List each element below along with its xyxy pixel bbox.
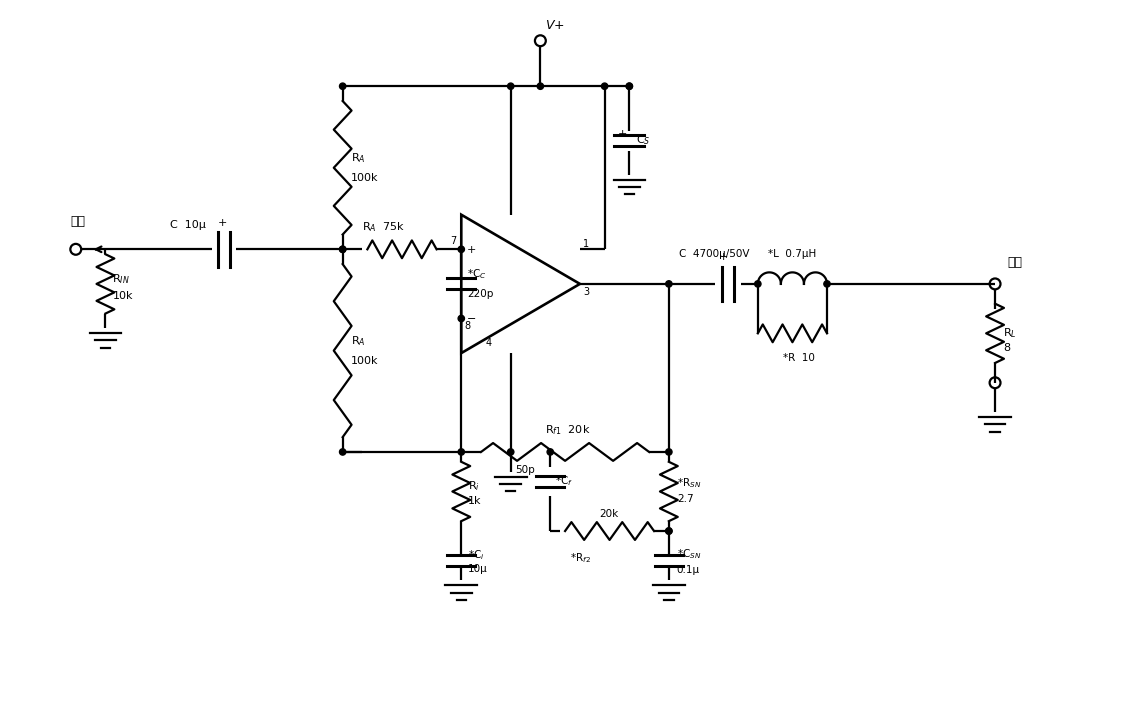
Text: R$_A$  75k: R$_A$ 75k — [362, 221, 406, 234]
Circle shape — [626, 83, 632, 90]
Circle shape — [665, 528, 672, 534]
Circle shape — [824, 281, 830, 287]
Circle shape — [339, 246, 346, 252]
Text: 1k: 1k — [469, 497, 481, 506]
Text: 100k: 100k — [351, 356, 378, 366]
Text: 输出: 输出 — [1007, 256, 1022, 269]
Text: 8: 8 — [1002, 343, 1010, 353]
Circle shape — [665, 528, 672, 534]
Text: 20k: 20k — [600, 509, 618, 519]
Text: +: + — [467, 245, 477, 255]
Text: 10k: 10k — [112, 291, 133, 301]
Text: *R  10: *R 10 — [783, 353, 815, 363]
Text: 100k: 100k — [351, 173, 378, 183]
Text: *L  0.7μH: *L 0.7μH — [768, 249, 816, 259]
Text: R$_{IN}$: R$_{IN}$ — [112, 272, 130, 286]
Circle shape — [537, 83, 544, 90]
Text: 2.7: 2.7 — [677, 495, 694, 505]
Text: 50p: 50p — [515, 465, 535, 475]
Text: C  4700μ/50V: C 4700μ/50V — [679, 249, 750, 259]
Text: $V$+: $V$+ — [545, 19, 565, 32]
Text: +: + — [217, 218, 226, 228]
Circle shape — [754, 281, 761, 287]
Text: 4: 4 — [486, 338, 493, 348]
Circle shape — [665, 449, 672, 455]
Text: +: + — [618, 129, 628, 139]
Circle shape — [507, 449, 514, 455]
Circle shape — [626, 83, 632, 90]
Circle shape — [665, 281, 672, 287]
Circle shape — [458, 449, 464, 455]
Text: *C$_{SN}$: *C$_{SN}$ — [677, 547, 701, 560]
Text: *C$_f$: *C$_f$ — [555, 475, 573, 489]
Circle shape — [339, 83, 346, 90]
Text: *C$_i$: *C$_i$ — [469, 548, 485, 562]
Circle shape — [601, 83, 608, 90]
Circle shape — [458, 315, 464, 322]
Text: +: + — [719, 252, 728, 262]
Circle shape — [339, 449, 346, 455]
Text: C$_S$: C$_S$ — [637, 134, 650, 147]
Text: *R$_{SN}$: *R$_{SN}$ — [677, 476, 701, 490]
Text: R$_A$: R$_A$ — [351, 334, 365, 348]
Text: R$_A$: R$_A$ — [351, 151, 365, 165]
Circle shape — [547, 449, 553, 455]
Text: 7: 7 — [450, 236, 456, 247]
Text: *R$_{f2}$: *R$_{f2}$ — [570, 551, 591, 565]
Circle shape — [507, 83, 514, 90]
Text: 1: 1 — [583, 239, 589, 249]
Circle shape — [339, 246, 346, 252]
Text: R$_i$: R$_i$ — [469, 479, 480, 493]
Text: 输入: 输入 — [71, 215, 86, 228]
Text: 220p: 220p — [467, 288, 494, 299]
Text: 0.1μ: 0.1μ — [677, 565, 700, 575]
Text: R$_L$: R$_L$ — [1002, 326, 1016, 341]
Text: R$_{f1}$  20k: R$_{f1}$ 20k — [545, 424, 591, 437]
Circle shape — [458, 246, 464, 252]
Text: C  10μ: C 10μ — [169, 220, 206, 229]
Text: 3: 3 — [583, 287, 589, 297]
Text: 10μ: 10μ — [469, 564, 488, 573]
Text: −: − — [467, 315, 477, 325]
Text: *C$_C$: *C$_C$ — [467, 267, 487, 281]
Text: 8: 8 — [464, 322, 471, 331]
